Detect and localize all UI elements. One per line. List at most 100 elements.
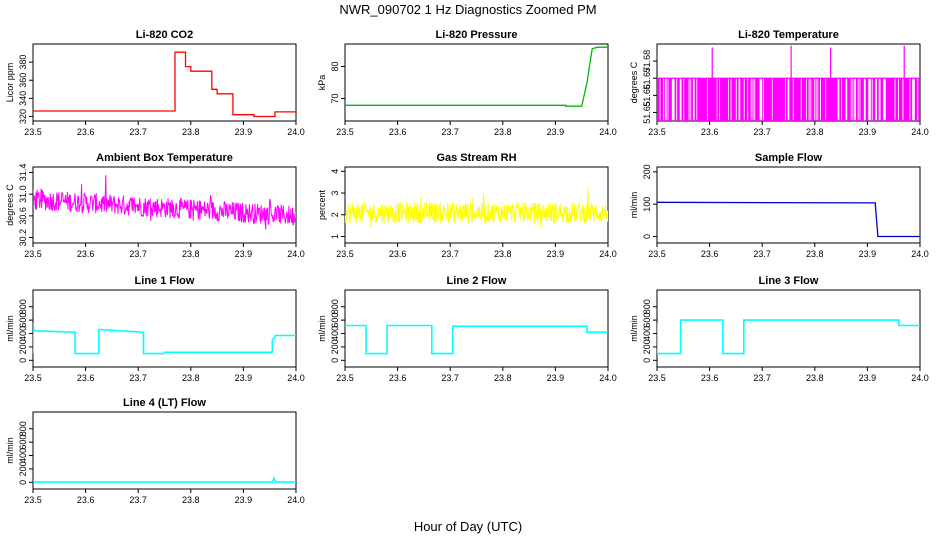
x-tick-label: 23.6 [389, 127, 407, 137]
y-tick-label: 400 [18, 448, 28, 463]
series-line [33, 323, 296, 355]
plot-frame [32, 289, 297, 368]
panel-title: Line 1 Flow [135, 275, 195, 287]
x-tick-label: 23.6 [701, 373, 719, 383]
y-axis-label: ml/min [629, 192, 639, 219]
x-tick-label: 23.6 [77, 373, 95, 383]
panel-title: Li-820 Pressure [436, 29, 518, 41]
panel-title: Line 3 Flow [759, 275, 819, 287]
series-line [33, 175, 296, 230]
plot-frame [656, 166, 921, 244]
y-tick-label: 0 [642, 358, 652, 363]
x-tick-label: 23.7 [753, 373, 771, 383]
y-tick-label: 400 [18, 326, 28, 341]
plot-frame [344, 43, 609, 122]
x-tick-label: 24.0 [599, 249, 617, 259]
x-tick-label: 23.9 [235, 495, 253, 505]
panel: Line 2 Flow 23.5 23.6 23.7 23.8 23.9 24.0 0 2004… [317, 275, 617, 383]
x-tick-label: 24.0 [911, 373, 929, 383]
series-line [345, 188, 608, 228]
x-tick-label: 23.5 [648, 127, 666, 137]
x-tick-label: 24.0 [287, 495, 305, 505]
x-tick-label: 23.5 [24, 249, 42, 259]
x-tick-label: 23.5 [336, 249, 354, 259]
x-tick-label: 23.7 [129, 249, 147, 259]
panel: Ambient Box Temperature 23.5 23.6 23.7 23.8 2… [5, 152, 305, 259]
y-axis-label: degrees C [5, 184, 15, 226]
x-tick-label: 23.9 [235, 373, 253, 383]
x-tick-label: 24.0 [287, 373, 305, 383]
y-tick-label: 200 [642, 339, 652, 354]
panel-title: Gas Stream RH [436, 152, 516, 164]
panel: Li-820 Temperature 23.5 23.6 23.7 23.8 23.9 24… [629, 29, 929, 137]
x-tick-label: 23.8 [494, 373, 512, 383]
panel: Gas Stream RH 23.5 23.6 23.7 23.8 23.9 24.0 1 2 3… [317, 152, 617, 259]
plot-frame [32, 166, 297, 244]
y-tick-label: 200 [330, 339, 340, 354]
plot-frame [344, 166, 609, 244]
x-tick-label: 23.9 [547, 373, 565, 383]
y-tick-label: 0 [330, 358, 340, 363]
y-axis-label: percent [317, 189, 327, 220]
x-tick-label: 23.8 [182, 495, 200, 505]
x-tick-label: 23.5 [336, 373, 354, 383]
y-tick-label: 51.67 [642, 67, 652, 90]
x-tick-label: 23.5 [24, 495, 42, 505]
y-tick-label: 200 [18, 339, 28, 354]
x-tick-label: 23.6 [77, 249, 95, 259]
y-tick-label: 800 [18, 299, 28, 314]
x-tick-label: 23.5 [24, 373, 42, 383]
x-tick-label: 23.6 [701, 249, 719, 259]
y-axis-label: degrees C [629, 61, 639, 103]
x-tick-label: 24.0 [287, 127, 305, 137]
plot-area [345, 188, 608, 228]
plot-area [345, 324, 608, 355]
panel: Line 1 Flow 23.5 23.6 23.7 23.8 23.9 24.0 0 2004… [5, 275, 305, 383]
y-axis-label: Licor ppm [5, 63, 15, 103]
y-tick-label: 30.6 [18, 207, 28, 225]
x-tick-label: 23.9 [859, 127, 877, 137]
figure-xlabel: Hour of Day (UTC) [414, 519, 522, 534]
x-tick-label: 23.7 [129, 127, 147, 137]
x-tick-label: 23.6 [701, 127, 719, 137]
x-tick-label: 23.8 [182, 249, 200, 259]
y-tick-label: 360 [18, 73, 28, 88]
y-tick-label: 31.4 [18, 164, 28, 182]
x-tick-label: 23.8 [806, 249, 824, 259]
x-tick-label: 24.0 [599, 127, 617, 137]
y-tick-label: 340 [18, 91, 28, 106]
plot-area [33, 51, 296, 118]
y-tick-label: 800 [330, 299, 340, 314]
y-tick-label: 1 [330, 234, 340, 239]
y-tick-label: 0 [642, 234, 652, 239]
y-tick-label: 100 [642, 197, 652, 212]
figure-title: NWR_090702 1 Hz Diagnostics Zoomed PM [339, 2, 596, 17]
panel-title: Li-820 Temperature [738, 29, 839, 41]
y-tick-label: 2 [330, 212, 340, 217]
y-tick-label: 0 [18, 358, 28, 363]
panel: Line 4 (LT) Flow 23.5 23.6 23.7 23.8 23.9 24.0… [5, 397, 305, 505]
plot-area [345, 46, 608, 107]
y-tick-label: 600 [330, 313, 340, 328]
plot-frame [32, 43, 297, 122]
series-line [657, 201, 920, 238]
x-tick-label: 23.8 [494, 249, 512, 259]
x-tick-label: 23.6 [77, 495, 95, 505]
panel: Li-820 Pressure 23.5 23.6 23.7 23.8 23.9 24.0 7… [317, 29, 617, 137]
y-axis-label: kPa [317, 75, 327, 91]
y-tick-label: 51.68 [642, 50, 652, 73]
x-tick-label: 23.9 [547, 127, 565, 137]
y-tick-label: 400 [642, 326, 652, 341]
x-tick-label: 23.6 [77, 127, 95, 137]
series-line [345, 324, 608, 355]
plot-area [33, 323, 296, 355]
y-tick-label: 800 [642, 299, 652, 314]
series-line [33, 476, 296, 483]
y-tick-label: 380 [18, 55, 28, 70]
plot-area [33, 476, 296, 483]
y-tick-label: 600 [18, 313, 28, 328]
y-tick-label: 320 [18, 109, 28, 124]
plot-area [657, 45, 920, 121]
